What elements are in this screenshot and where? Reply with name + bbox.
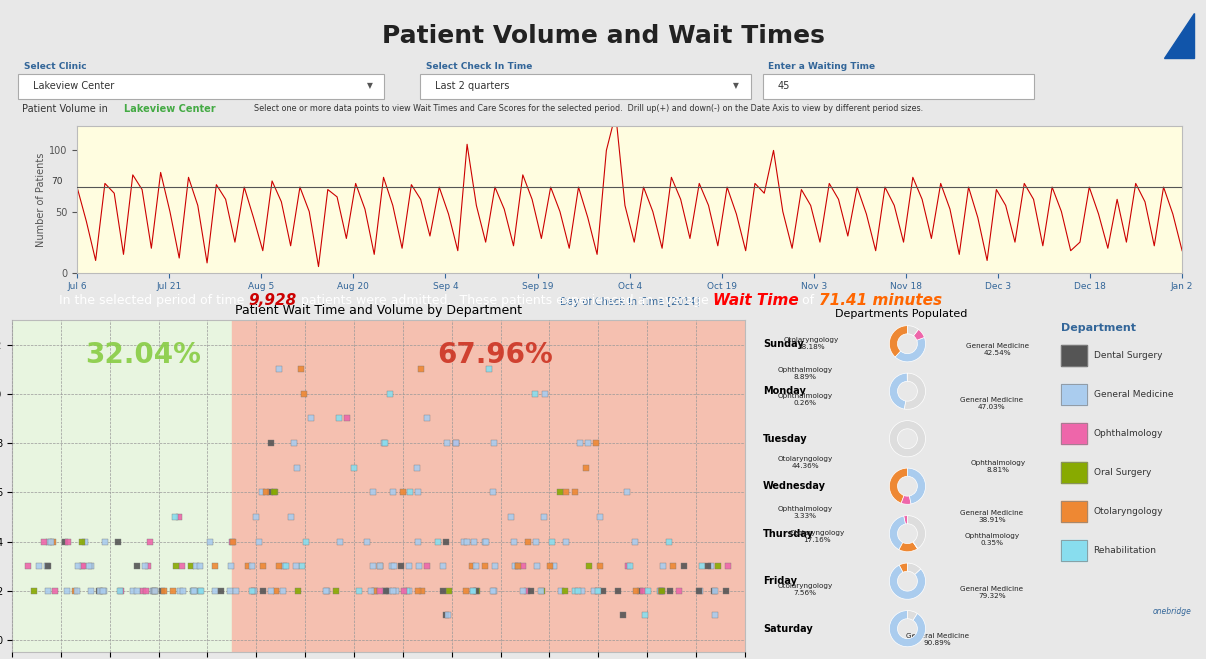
Text: 9,928: 9,928 [248, 293, 297, 308]
Text: Enter a Waiting Time: Enter a Waiting Time [768, 61, 876, 71]
Polygon shape [1165, 13, 1194, 58]
Text: ▼: ▼ [367, 81, 373, 90]
FancyBboxPatch shape [762, 74, 1035, 100]
Text: Select Check In Time: Select Check In Time [426, 61, 532, 71]
Text: patients were admitted.  These patients experienced an average: patients were admitted. These patients e… [297, 295, 713, 307]
Text: Last 2 quarters: Last 2 quarters [435, 80, 510, 91]
FancyBboxPatch shape [18, 74, 385, 100]
Text: Select Clinic: Select Clinic [24, 61, 87, 71]
Text: Lakeview Center: Lakeview Center [124, 105, 216, 115]
Text: Select one or more data points to view Wait Times and Care Scores for the select: Select one or more data points to view W… [254, 105, 924, 113]
Text: of: of [798, 295, 819, 307]
Text: In the selected period of time: In the selected period of time [59, 295, 248, 307]
FancyBboxPatch shape [420, 74, 750, 100]
Text: Lakeview Center: Lakeview Center [34, 80, 115, 91]
Text: Patient Volume and Wait Times: Patient Volume and Wait Times [381, 24, 825, 47]
Text: ▼: ▼ [733, 81, 739, 90]
Text: 45: 45 [778, 80, 790, 91]
Text: 71.41 minutes: 71.41 minutes [819, 293, 942, 308]
Text: Wait Time: Wait Time [713, 293, 798, 308]
Text: Patient Volume in: Patient Volume in [22, 105, 111, 115]
